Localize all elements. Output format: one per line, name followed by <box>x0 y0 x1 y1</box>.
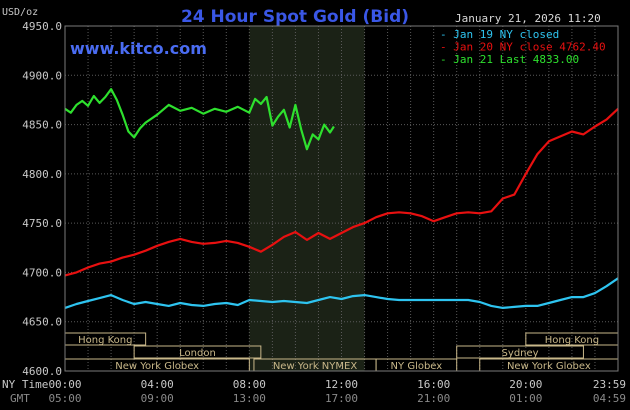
market-session-label: New York NYMEX <box>273 361 358 372</box>
market-session-label: NY Globex <box>391 361 443 372</box>
x-tick-label-ny: 00:00 <box>48 378 81 391</box>
market-session-label: New York Globex <box>507 361 591 372</box>
legend-entry: - Jan 20 NY close 4762.40 <box>440 41 606 54</box>
y-axis-ticks: 4950.0 4900.0 4850.0 4800.0 4750.0 4700.0 4650… <box>22 20 62 378</box>
x-tick-label-gmt: 04:59 <box>593 392 626 405</box>
plot-frame <box>64 25 619 372</box>
x-tick-label-gmt: 01:00 <box>509 392 542 405</box>
chart-title: 24 Hour Spot Gold (Bid) <box>181 7 409 27</box>
x-tick-label-ny: 23:59 <box>593 378 626 391</box>
x-tick-label-ny: 16:00 <box>417 378 450 391</box>
y-tick-label: 4600.0 <box>22 365 62 378</box>
series-line-1 <box>64 277 619 309</box>
x-tick-label-gmt: 05:00 <box>48 392 81 405</box>
nymex-session-shade <box>249 26 365 371</box>
x-tick-label-ny: 12:00 <box>325 378 358 391</box>
y-unit-label: USD/oz <box>2 7 38 18</box>
ny-time-row-label: NY Time <box>2 378 48 391</box>
x-tick-label-gmt: 13:00 <box>233 392 266 405</box>
gmt-row-label: GMT <box>10 392 30 405</box>
brand-watermark: www.kitco.com <box>70 39 207 58</box>
x-tick-label-gmt: 17:00 <box>325 392 358 405</box>
x-tick-label-gmt: 09:00 <box>141 392 174 405</box>
x-tick-label-ny: 04:00 <box>141 378 174 391</box>
series-lines <box>64 87 619 309</box>
y-tick-label: 4700.0 <box>22 266 62 279</box>
market-session-box <box>133 345 262 359</box>
date-stamp: January 21, 2026 11:20 <box>455 12 601 25</box>
y-tick-label: 4950.0 <box>22 20 62 33</box>
x-tick-label-ny: 08:00 <box>233 378 266 391</box>
series-line-2 <box>64 107 619 277</box>
y-tick-label: 4650.0 <box>22 316 62 329</box>
session-shading <box>249 26 365 371</box>
market-session-box <box>456 345 584 359</box>
series-line-3 <box>64 87 335 151</box>
x-tick-label-ny: 20:00 <box>509 378 542 391</box>
market-session-label: Hong Kong <box>78 335 132 346</box>
y-tick-label: 4900.0 <box>22 69 62 82</box>
legend: - Jan 19 NY closed- Jan 20 NY close 4762… <box>440 28 606 66</box>
market-session-label: London <box>179 348 216 359</box>
y-tick-label: 4850.0 <box>22 119 62 132</box>
market-session-label: Sydney <box>502 348 539 359</box>
legend-entry: - Jan 19 NY closed <box>440 28 559 41</box>
x-tick-label-gmt: 21:00 <box>417 392 450 405</box>
legend-entry: - Jan 21 Last 4833.00 <box>440 53 579 66</box>
market-session-label: Hong Kong <box>545 335 599 346</box>
y-tick-label: 4800.0 <box>22 168 62 181</box>
y-tick-label: 4750.0 <box>22 217 62 230</box>
market-session-label: New York Globex <box>115 361 199 372</box>
